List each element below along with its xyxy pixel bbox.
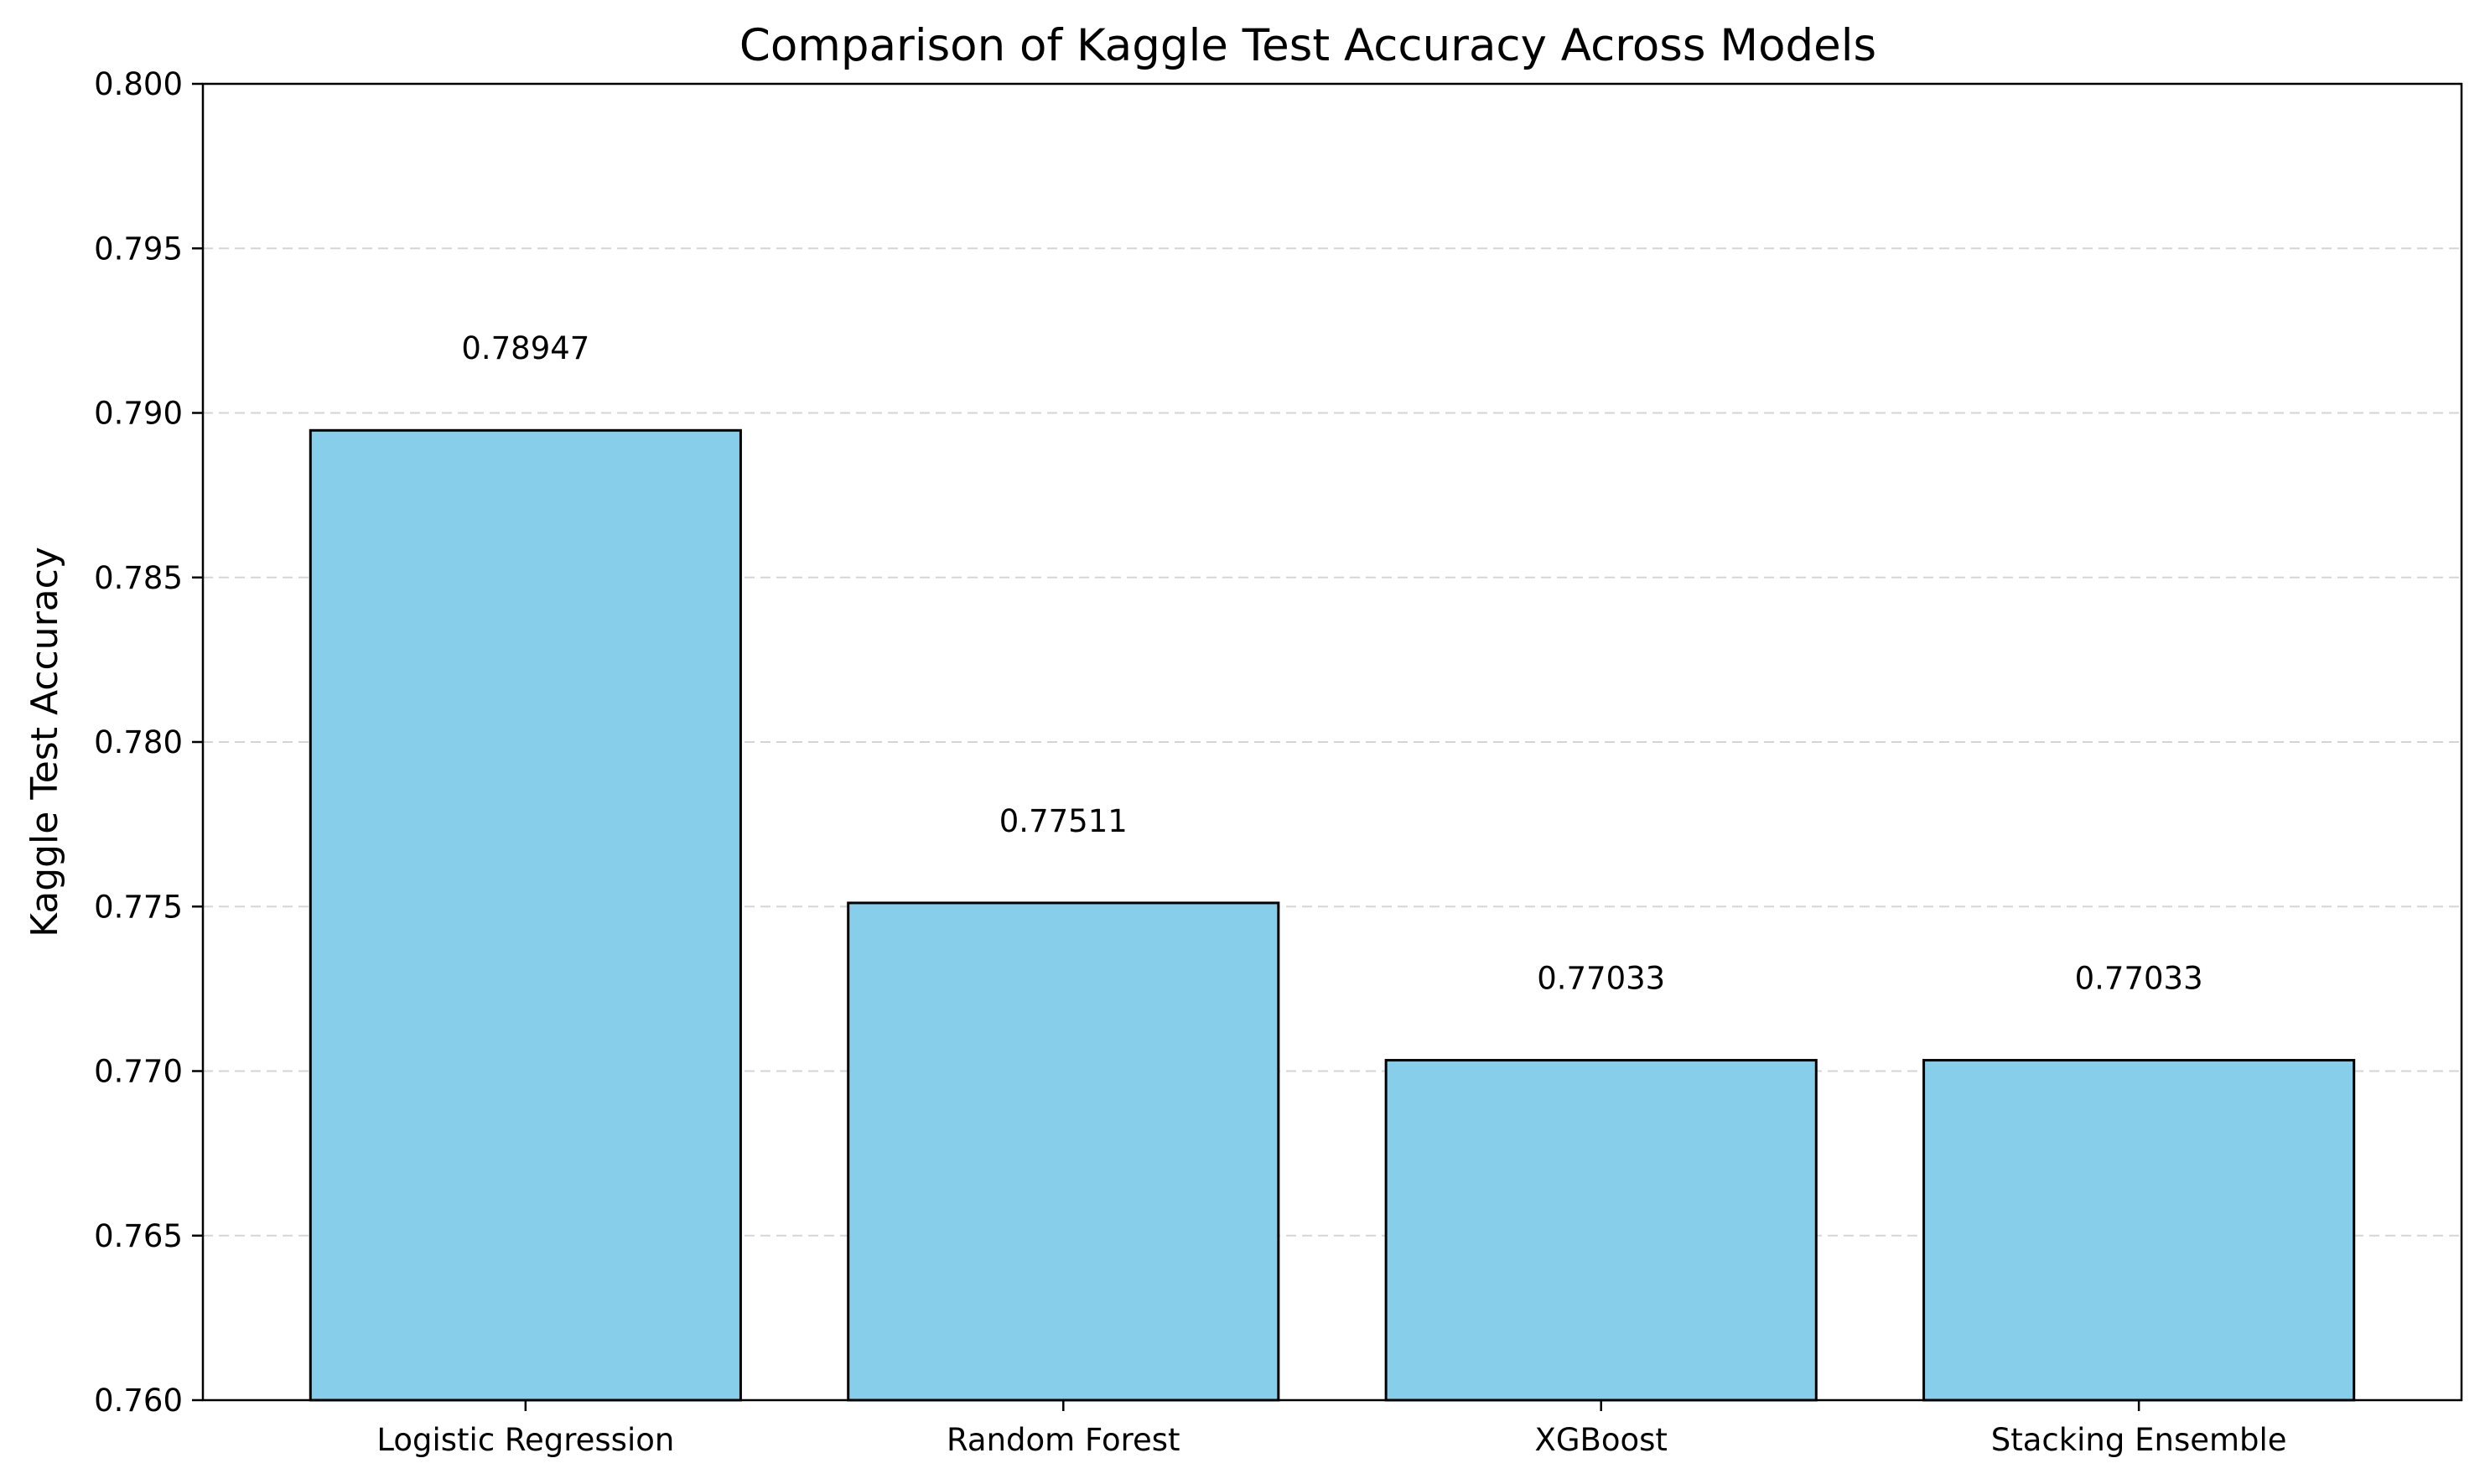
bar bbox=[1922, 1059, 2356, 1402]
bar-value-label: 0.77033 bbox=[2075, 960, 2203, 996]
y-tick-label: 0.760 bbox=[94, 1383, 183, 1419]
bar bbox=[847, 901, 1280, 1402]
bars bbox=[309, 428, 2356, 1402]
y-tick-label: 0.795 bbox=[94, 231, 183, 267]
x-tick-label: Stacking Ensemble bbox=[1991, 1422, 2287, 1458]
y-tick-label: 0.780 bbox=[94, 724, 183, 760]
y-tick-label: 0.765 bbox=[94, 1218, 183, 1254]
bar-value-label: 0.77033 bbox=[1537, 960, 1665, 996]
y-tick-label: 0.770 bbox=[94, 1054, 183, 1090]
x-tick-label: Random Forest bbox=[947, 1422, 1180, 1458]
bar bbox=[309, 428, 742, 1402]
x-tick-label: Logistic Regression bbox=[376, 1422, 674, 1458]
bar-value-label: 0.78947 bbox=[461, 330, 589, 366]
bar bbox=[1384, 1059, 1818, 1402]
y-tick-label: 0.785 bbox=[94, 560, 183, 596]
chart-title: Comparison of Kaggle Test Accuracy Acros… bbox=[739, 20, 1876, 71]
y-tick-label: 0.800 bbox=[94, 66, 183, 102]
plot-frame bbox=[201, 82, 2463, 1402]
ticks: 0.760 0.765 0.770 0.775 0.780 0.785 0.790 0.795… bbox=[94, 66, 2287, 1458]
y-tick-label: 0.775 bbox=[94, 889, 183, 925]
data-labels: 0.78947 0.77511 0.77033 0.77033 bbox=[461, 330, 2202, 996]
x-tick-label: XGBoost bbox=[1534, 1422, 1667, 1458]
y-axis-label: Kaggle Test Accuracy bbox=[23, 547, 66, 937]
y-tick-label: 0.790 bbox=[94, 396, 183, 432]
bar-value-label: 0.77511 bbox=[999, 803, 1128, 839]
